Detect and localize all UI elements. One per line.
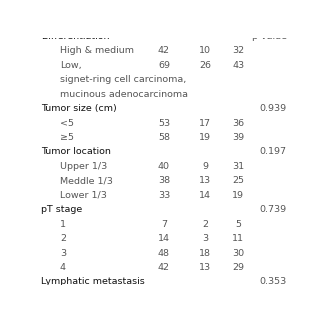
Text: 48: 48 — [158, 249, 170, 258]
Text: pT stage: pT stage — [41, 205, 83, 214]
Text: 14: 14 — [158, 234, 170, 243]
Text: 5: 5 — [236, 220, 241, 229]
Text: 0.197: 0.197 — [260, 148, 287, 156]
Text: 33: 33 — [158, 191, 170, 200]
Text: Lower 1/3: Lower 1/3 — [60, 191, 107, 200]
Text: 29: 29 — [232, 263, 244, 272]
Text: No: No — [60, 306, 73, 315]
Text: mucinous adenocarcinoma: mucinous adenocarcinoma — [60, 90, 188, 99]
Text: 0.739: 0.739 — [260, 205, 287, 214]
Text: 13: 13 — [199, 263, 211, 272]
Text: Tumor size (cm): Tumor size (cm) — [41, 104, 117, 113]
Text: 19: 19 — [232, 191, 244, 200]
Text: 42: 42 — [158, 263, 170, 272]
Text: 31: 31 — [158, 306, 170, 315]
Text: 8: 8 — [202, 306, 208, 315]
Text: 25: 25 — [232, 176, 244, 185]
Text: 40: 40 — [158, 162, 170, 171]
Text: 7: 7 — [161, 220, 167, 229]
Text: ≥5: ≥5 — [60, 133, 74, 142]
Text: 58: 58 — [158, 133, 170, 142]
Text: 26: 26 — [199, 61, 211, 70]
Text: 39: 39 — [232, 133, 244, 142]
Text: 2: 2 — [202, 220, 208, 229]
Text: Upper 1/3: Upper 1/3 — [60, 162, 107, 171]
Text: 11: 11 — [232, 234, 244, 243]
Text: 1: 1 — [60, 220, 66, 229]
Text: 52: 52 — [232, 292, 244, 301]
Text: Low,: Low, — [60, 61, 82, 70]
Text: 9: 9 — [202, 162, 208, 171]
Text: 28: 28 — [199, 292, 211, 301]
Text: Differentiation: Differentiation — [41, 32, 110, 41]
Text: Lymphatic metastasis: Lymphatic metastasis — [41, 277, 145, 286]
Text: Yes: Yes — [60, 292, 75, 301]
Text: 43: 43 — [232, 61, 244, 70]
Text: 80: 80 — [158, 292, 170, 301]
Text: 30: 30 — [232, 249, 244, 258]
Text: 3: 3 — [60, 249, 66, 258]
Text: 10: 10 — [199, 46, 211, 55]
Text: signet-ring cell carcinoma,: signet-ring cell carcinoma, — [60, 75, 186, 84]
Text: 14: 14 — [199, 191, 211, 200]
Text: p value: p value — [252, 32, 287, 41]
Text: 19: 19 — [199, 133, 211, 142]
Text: High & medium: High & medium — [60, 46, 134, 55]
Text: 36: 36 — [232, 119, 244, 128]
Text: 18: 18 — [199, 249, 211, 258]
Text: 0.353: 0.353 — [260, 277, 287, 286]
Text: 31: 31 — [232, 162, 244, 171]
Text: 69: 69 — [158, 61, 170, 70]
Text: Tumor location: Tumor location — [41, 148, 111, 156]
Text: 4: 4 — [60, 263, 66, 272]
Text: 13: 13 — [199, 176, 211, 185]
Text: 38: 38 — [158, 176, 170, 185]
Text: 0.939: 0.939 — [260, 104, 287, 113]
Text: 23: 23 — [232, 306, 244, 315]
Text: 42: 42 — [158, 46, 170, 55]
Text: 53: 53 — [158, 119, 170, 128]
Text: 17: 17 — [199, 119, 211, 128]
Text: Meddle 1/3: Meddle 1/3 — [60, 176, 113, 185]
Text: 32: 32 — [232, 46, 244, 55]
Text: <5: <5 — [60, 119, 74, 128]
Text: 2: 2 — [60, 234, 66, 243]
Text: 3: 3 — [202, 234, 208, 243]
